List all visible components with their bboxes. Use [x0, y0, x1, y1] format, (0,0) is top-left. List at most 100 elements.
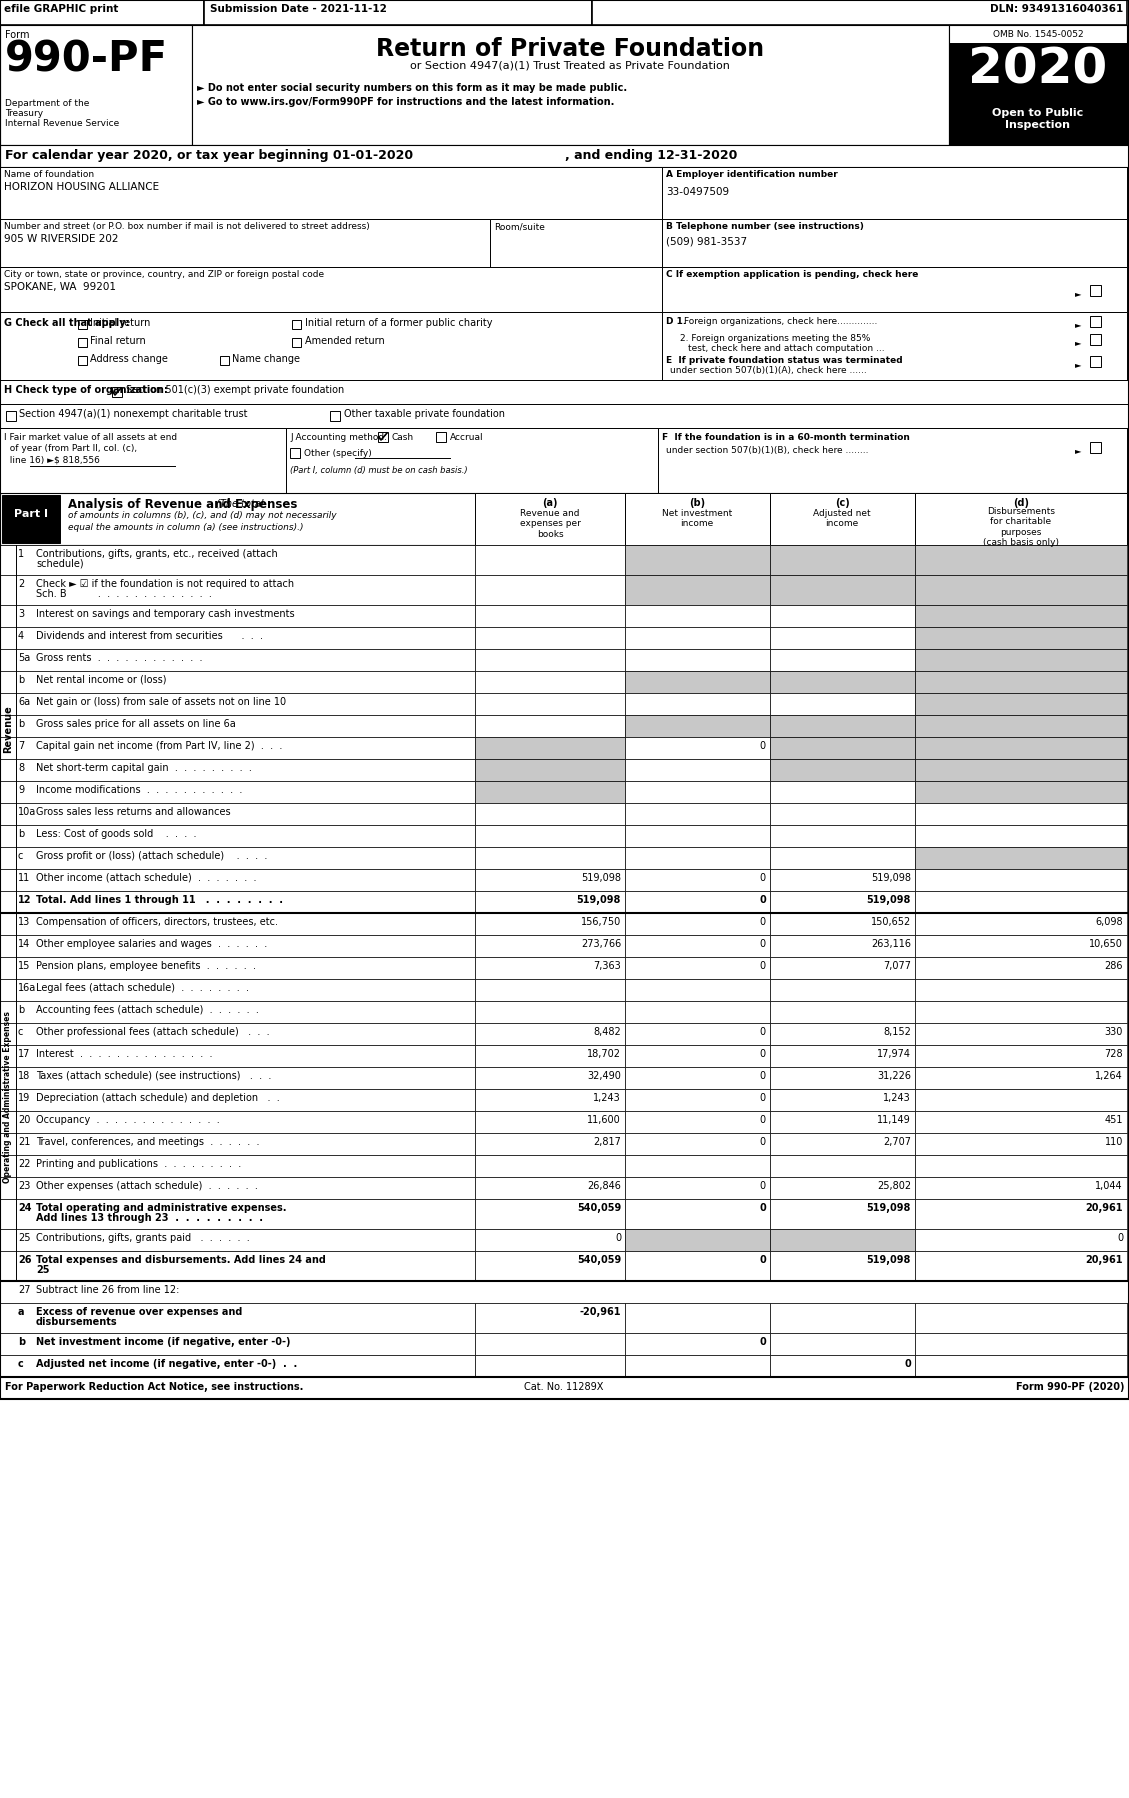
Bar	[0, 1001, 475, 1023]
Text: Add lines 13 through 23  .  .  .  .  .  .  .  .  .: Add lines 13 through 23 . . . . . . . . …	[36, 1214, 263, 1223]
Text: Net investment income (if negative, enter -0-): Net investment income (if negative, ente…	[36, 1338, 290, 1347]
Bar	[770, 804, 914, 825]
Bar	[914, 1001, 1127, 1023]
Bar	[770, 825, 914, 847]
Text: Treasury: Treasury	[5, 110, 43, 119]
Bar	[914, 957, 1127, 978]
Text: For Paperwork Reduction Act Notice, see instructions.: For Paperwork Reduction Act Notice, see …	[5, 1383, 304, 1392]
Bar	[662, 219, 1127, 266]
Bar	[2, 494, 60, 543]
Bar	[6, 412, 16, 421]
Text: Capital gain net income (from Part IV, line 2)  .  .  .: Capital gain net income (from Part IV, l…	[36, 741, 282, 752]
Bar	[0, 1356, 475, 1377]
Bar	[770, 1199, 914, 1230]
Text: Net investment
income: Net investment income	[662, 509, 732, 529]
Text: 17: 17	[18, 1048, 30, 1059]
Text: (a): (a)	[542, 498, 558, 509]
Text: under section 507(b)(1)(A), check here ......: under section 507(b)(1)(A), check here .…	[669, 367, 867, 376]
Bar	[914, 1066, 1127, 1090]
Bar	[0, 545, 475, 575]
Text: Room/suite: Room/suite	[495, 221, 545, 230]
Bar	[0, 804, 475, 825]
Bar	[0, 716, 475, 737]
Text: Cash: Cash	[392, 433, 414, 442]
Text: ►: ►	[1075, 360, 1082, 369]
Bar	[330, 412, 340, 421]
Text: Name of foundation: Name of foundation	[5, 171, 94, 180]
Text: 14: 14	[18, 939, 30, 949]
Bar	[0, 428, 286, 493]
Text: Amended return: Amended return	[305, 336, 385, 345]
Text: c: c	[18, 850, 24, 861]
Bar	[475, 1251, 625, 1280]
Bar	[949, 25, 1127, 146]
Bar	[625, 1154, 770, 1178]
Bar	[770, 847, 914, 868]
Bar	[914, 847, 1127, 868]
Text: Contributions, gifts, grants, etc., received (attach: Contributions, gifts, grants, etc., rece…	[36, 548, 278, 559]
Bar	[475, 957, 625, 978]
Text: 24: 24	[18, 1203, 32, 1214]
Bar	[914, 1251, 1127, 1280]
Text: 0: 0	[904, 1359, 911, 1368]
Bar	[475, 804, 625, 825]
Bar	[770, 1045, 914, 1066]
Bar	[662, 266, 1127, 313]
Bar	[475, 1199, 625, 1230]
Text: Section 501(c)(3) exempt private foundation: Section 501(c)(3) exempt private foundat…	[126, 385, 344, 396]
Text: Disbursements
for charitable
purposes
(cash basis only): Disbursements for charitable purposes (c…	[983, 507, 1059, 547]
Bar	[0, 1280, 1129, 1304]
Text: ►: ►	[1075, 338, 1082, 347]
Bar	[475, 692, 625, 716]
Text: Revenue: Revenue	[3, 705, 14, 753]
Bar	[914, 1023, 1127, 1045]
Bar	[0, 146, 1129, 167]
Bar	[770, 1356, 914, 1377]
Bar	[658, 428, 1127, 493]
Text: 11,149: 11,149	[877, 1115, 911, 1126]
Bar	[0, 1111, 475, 1133]
Bar	[378, 432, 388, 442]
Text: Taxes (attach schedule) (see instructions)   .  .  .: Taxes (attach schedule) (see instruction…	[36, 1072, 271, 1081]
Text: 0: 0	[760, 741, 765, 752]
Text: a: a	[18, 1307, 25, 1316]
Bar	[914, 575, 1127, 604]
Bar	[475, 892, 625, 913]
Bar	[625, 1066, 770, 1090]
Bar	[770, 545, 914, 575]
Bar	[0, 219, 490, 266]
Bar	[625, 628, 770, 649]
Bar	[490, 219, 662, 266]
Bar	[475, 1045, 625, 1066]
Bar	[914, 913, 1127, 935]
Bar	[914, 1045, 1127, 1066]
Text: Department of the: Department of the	[5, 99, 89, 108]
Text: Net gain or (loss) from sale of assets not on line 10: Net gain or (loss) from sale of assets n…	[36, 698, 286, 707]
Bar	[625, 649, 770, 671]
Bar	[770, 1304, 914, 1332]
Text: c: c	[18, 1359, 24, 1368]
Text: of amounts in columns (b), (c), and (d) may not necessarily: of amounts in columns (b), (c), and (d) …	[68, 511, 336, 520]
Text: G Check all that apply:: G Check all that apply:	[5, 318, 130, 327]
Text: 7: 7	[18, 741, 24, 752]
Bar	[625, 604, 770, 628]
Text: 5a: 5a	[18, 653, 30, 663]
Text: 1,243: 1,243	[593, 1093, 621, 1102]
Bar	[475, 545, 625, 575]
Bar	[625, 692, 770, 716]
Text: 0: 0	[1117, 1233, 1123, 1242]
Bar	[770, 868, 914, 892]
Text: 0: 0	[760, 1181, 765, 1190]
Bar	[914, 545, 1127, 575]
Text: Depreciation (attach schedule) and depletion   .  .: Depreciation (attach schedule) and deple…	[36, 1093, 280, 1102]
Text: 20,961: 20,961	[1085, 1203, 1123, 1214]
Bar	[0, 1066, 475, 1090]
Bar	[0, 1199, 475, 1230]
Text: Form 990-PF (2020): Form 990-PF (2020)	[1015, 1383, 1124, 1392]
Text: Part I: Part I	[14, 509, 49, 520]
Bar	[914, 1090, 1127, 1111]
Text: 18,702: 18,702	[587, 1048, 621, 1059]
Text: Cat. No. 11289X: Cat. No. 11289X	[524, 1383, 604, 1392]
Text: 286: 286	[1104, 960, 1123, 971]
Text: Compensation of officers, directors, trustees, etc.: Compensation of officers, directors, tru…	[36, 917, 278, 928]
